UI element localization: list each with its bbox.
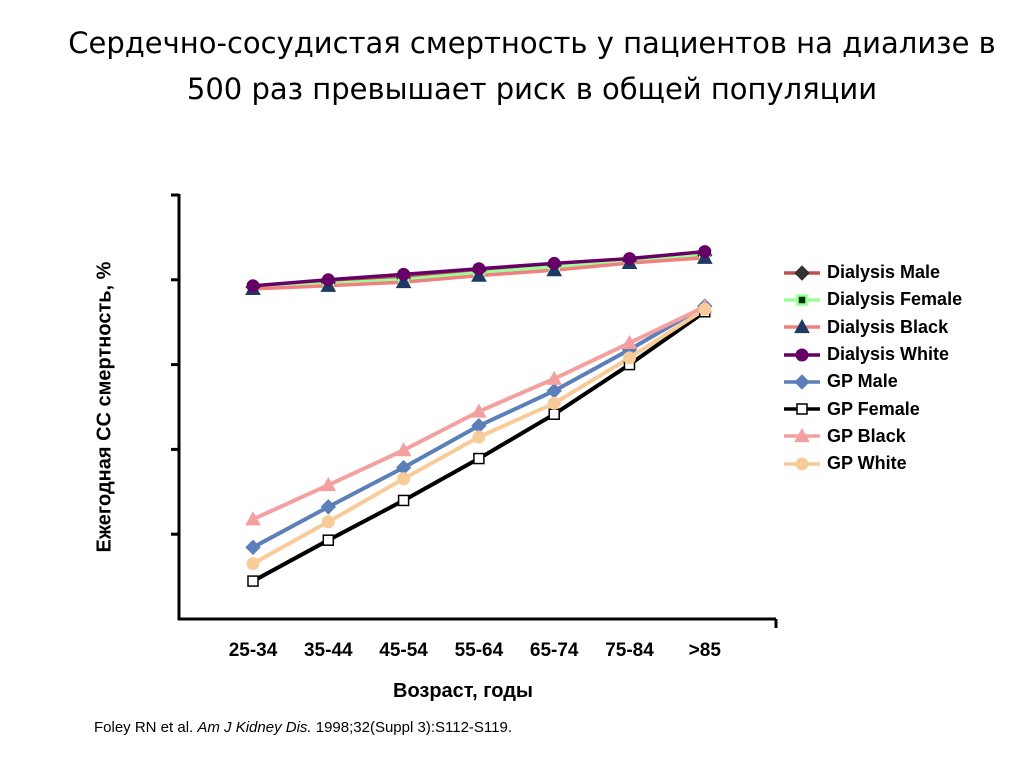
y-axis-label: Ежегодная СС смертность, % — [93, 261, 116, 553]
data-point-gp-female — [322, 534, 335, 546]
legend-item-dialysis-female: Dialysis Female — [784, 286, 962, 313]
legend-swatch-dialysis-black — [784, 319, 820, 334]
legend-swatch-marker — [794, 264, 810, 281]
legend-label: Dialysis Black — [827, 316, 949, 337]
data-point-gp-black — [471, 403, 487, 418]
data-point-gp-black — [395, 442, 412, 457]
data-point-dialysis-white — [246, 279, 260, 293]
data-point-gp-female — [397, 494, 410, 507]
data-point-dialysis-white — [321, 273, 335, 287]
x-axis-label: Возраст, годы — [393, 680, 533, 702]
legend-swatch-gp-black — [784, 428, 820, 443]
data-point-gp-black — [546, 370, 563, 385]
legend-swatch-marker — [796, 403, 808, 415]
legend-label: Dialysis Male — [827, 262, 941, 283]
legend-swatch-gp-male — [784, 374, 820, 390]
reference-citation: Foley RN et al. Am J Kidney Dis. 1998;32… — [94, 719, 512, 736]
legend-item-gp-female: GP Female — [784, 395, 962, 422]
data-point-gp-black — [621, 334, 638, 350]
legend-swatch-marker — [794, 319, 810, 334]
legend-swatch-marker — [794, 428, 810, 443]
legend-swatch-dialysis-male — [784, 264, 820, 281]
data-point-dialysis-white — [547, 256, 561, 270]
data-point-gp-white — [547, 396, 561, 410]
data-point-gp-male — [320, 499, 337, 515]
slide-title-line-2: 500 раз превышает риск в общей популяции — [186, 72, 878, 106]
data-point-gp-white — [623, 351, 636, 365]
chart-legend: Dialysis Male Dialysis Female Dialysis Bla… — [784, 259, 962, 477]
x-tick-label: 55-64 — [455, 640, 504, 661]
legend-item-gp-male: GP Male — [784, 368, 962, 395]
data-point-gp-black — [245, 511, 261, 526]
legend-swatch-marker — [795, 348, 809, 362]
slide-title: Сердечно-сосудистая смертность у пациент… — [40, 20, 1024, 112]
x-tick-label: 35-44 — [304, 640, 353, 661]
legend-swatch-dialysis-white — [784, 348, 820, 362]
data-point-gp-female — [548, 408, 560, 420]
chart-axes — [171, 193, 778, 628]
legend-label: GP White — [827, 453, 907, 474]
data-point-gp-female — [473, 452, 485, 465]
data-point-gp-white — [397, 472, 411, 486]
legend-label: GP Black — [827, 425, 906, 446]
legend-label: GP Male — [827, 371, 898, 392]
series-markers — [245, 245, 713, 587]
data-point-dialysis-black — [395, 274, 412, 289]
x-tick-label: 25-34 — [229, 640, 278, 661]
data-point-gp-white — [472, 430, 486, 444]
data-point-dialysis-white — [472, 262, 486, 276]
x-tick-label: 75-84 — [605, 640, 654, 661]
legend-swatch-marker — [796, 294, 808, 306]
x-tick-label: 45-54 — [379, 640, 428, 661]
legend-label: Dialysis White — [827, 344, 950, 365]
data-point-gp-white — [698, 302, 712, 316]
legend-item-dialysis-black: Dialysis Black — [784, 314, 962, 341]
legend-item-dialysis-male: Dialysis Male — [784, 259, 962, 286]
legend-swatch-marker — [795, 457, 809, 471]
legend-swatch-dialysis-female — [784, 294, 820, 306]
legend-swatch-gp-white — [784, 457, 820, 471]
data-point-dialysis-white — [698, 245, 712, 259]
data-point-gp-black — [320, 477, 337, 492]
legend-item-gp-white: GP White — [784, 450, 962, 477]
x-tick-label: 65-74 — [530, 640, 579, 661]
legend-label: GP Female — [827, 398, 920, 419]
reference-details: 1998;32(Suppl 3):S112-S119. — [311, 719, 512, 736]
data-point-gp-male — [245, 539, 261, 556]
legend-item-dialysis-white: Dialysis White — [784, 341, 962, 368]
reference-journal: Am J Kidney Dis. — [197, 719, 312, 736]
data-point-gp-white — [321, 515, 335, 529]
legend-label: Dialysis Female — [827, 289, 963, 310]
legend-swatch-gp-female — [784, 403, 820, 415]
data-point-dialysis-white — [397, 267, 411, 281]
x-tick-labels: 25-34 35-44 45-54 55-64 65-74 75-84 >85 — [229, 640, 722, 661]
data-point-gp-female — [247, 575, 259, 587]
data-point-gp-white — [246, 557, 260, 571]
slide-title-line-1: Сердечно-сосудистая смертность у пациент… — [68, 26, 996, 60]
legend-swatch-marker — [794, 374, 810, 390]
data-point-dialysis-white — [623, 252, 636, 266]
legend-item-gp-black: GP Black — [784, 423, 962, 450]
reference-authors: Foley RN et al. — [94, 719, 198, 736]
x-tick-label: >85 — [689, 640, 722, 661]
